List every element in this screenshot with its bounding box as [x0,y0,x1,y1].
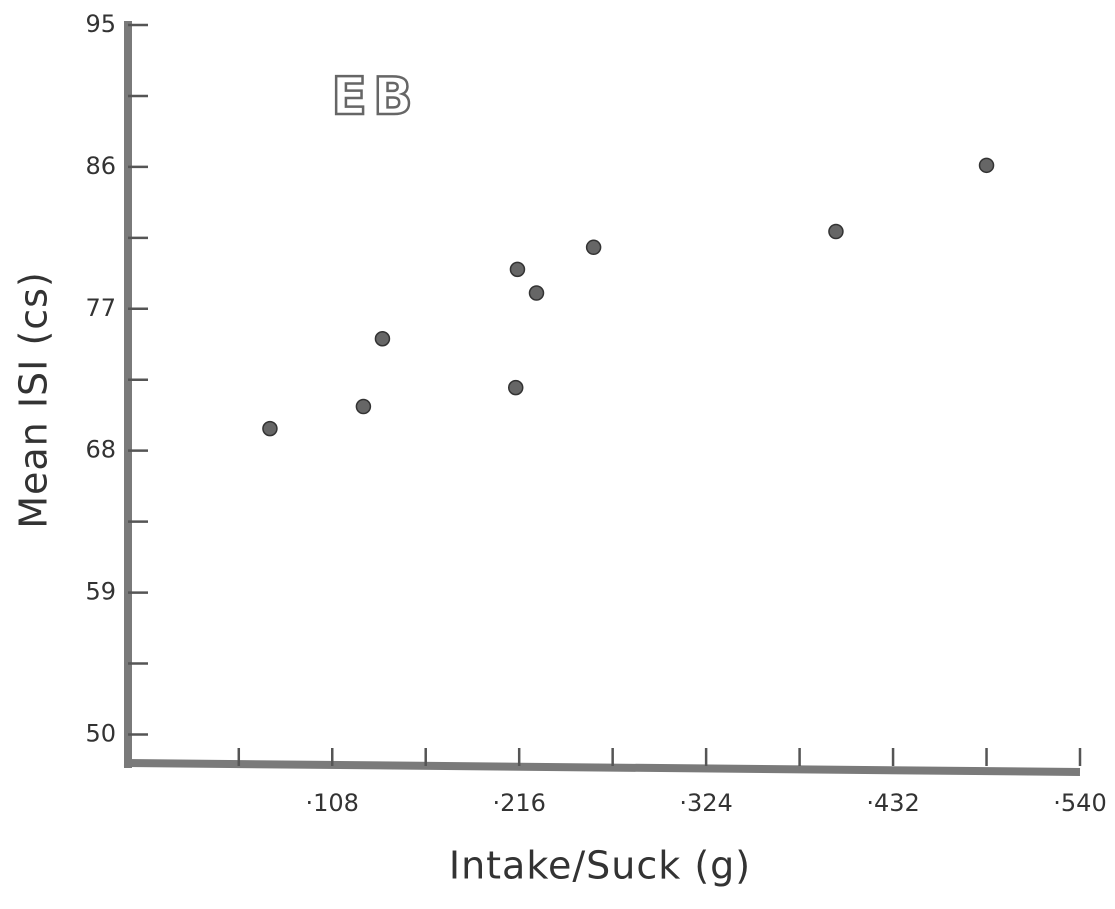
data-point [355,398,372,415]
x-tick-label: ·432 [866,789,919,817]
y-tick-label: 77 [85,294,116,322]
y-tick-label: 95 [85,10,116,38]
x-axis [123,759,1081,776]
data-point [528,285,545,301]
x-tick-label: ·540 [1053,789,1106,817]
annotation: EB [331,67,418,127]
y-tick-label: 59 [85,578,116,606]
y-tick-label: 86 [85,152,116,180]
y-tick-label: 68 [85,436,116,464]
data-point [828,223,844,240]
data-point [507,379,524,396]
data-point [262,420,278,437]
x-tick-label: ·216 [492,789,545,817]
x-tick-label: ·324 [679,789,732,817]
data-point [978,157,995,174]
data-point [509,261,526,278]
data-point [585,239,602,256]
x-axis-label: Intake/Suck (g) [449,844,751,888]
data-point [374,330,391,347]
y-tick-label: 50 [85,719,116,747]
x-tick-label: ·108 [306,789,359,817]
y-axis-label: Mean ISI (cs) [12,271,56,529]
